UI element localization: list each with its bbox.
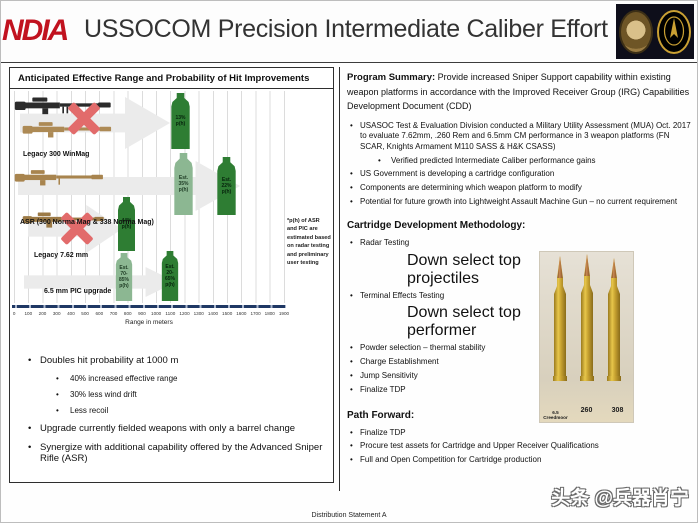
bullet-item: Procure test assets for Cartridge and Up… <box>347 441 695 452</box>
axis-tick-label: 200 <box>38 311 47 316</box>
army-seal-icon <box>619 9 654 54</box>
right-panel: Program Summary: Provide increased Snipe… <box>347 71 695 519</box>
left-panel: Anticipated Effective Range and Probabil… <box>9 67 334 483</box>
axis-tick-label: 600 <box>95 311 104 316</box>
bullet-item: Down select top projectiles <box>407 251 521 287</box>
methodology-bullet-list: Radar Testing Down select top projectiles… <box>347 238 547 396</box>
bullet-item: Potential for future growth into Lightwe… <box>347 197 695 208</box>
x-axis <box>12 305 286 308</box>
axis-tick-label: 1700 <box>250 311 261 316</box>
bullet-item: 40% increased effective range <box>22 374 327 383</box>
row1-label: Legacy 300 WinMag <box>23 151 90 158</box>
bullet-item: Down select top performer <box>407 304 521 340</box>
bullet-item: Less recoil <box>22 406 327 415</box>
target-silhouette: 13% p(h) <box>171 93 190 149</box>
target-silhouette: Est. 20- 65% p(h) <box>161 251 179 301</box>
program-summary: Program Summary: Provide increased Snipe… <box>347 71 695 114</box>
chart-footnote: *p(h) of ASR and PIC are estimated based… <box>287 218 331 266</box>
cartridge-labels: 6.5 Creedmoor 260 308 <box>540 407 633 420</box>
distribution-statement: Distribution Statement A <box>311 512 387 519</box>
label-260: 260 <box>580 406 593 414</box>
axis-tick-label: 1900 <box>278 311 290 316</box>
rifle-icon-300winmag-1 <box>14 97 111 115</box>
left-bullet-list: Doubles hit probability at 1000 m 40% inc… <box>10 337 333 464</box>
bullet-item: Charge Establishment <box>347 357 547 368</box>
bullet-item: Upgrade currently fielded weapons with o… <box>22 423 327 434</box>
range-chart: 13% p(h) Legacy 300 WinMag Est. 35% p(h)… <box>10 89 333 337</box>
column-divider <box>339 67 340 491</box>
rifle-icon-asr <box>14 170 103 186</box>
header: NDIA USSOCOM Precision Intermediate Cali… <box>1 1 697 62</box>
axis-tick-label: 700 <box>109 311 118 316</box>
target-silhouette-faded: Est. 35% p(h) <box>174 153 193 215</box>
rifle-icon-300winmag-2 <box>22 122 112 138</box>
chart-title: Anticipated Effective Range and Probabil… <box>10 68 333 89</box>
axis-tick-label: 1800 <box>264 311 275 316</box>
target-silhouette: 44% p(h) <box>118 197 135 251</box>
program-summary-text: Provide increased Sniper Support capabil… <box>347 72 690 111</box>
bullet-item: Radar Testing <box>347 238 547 249</box>
bullet-item: Finalize TDP <box>347 385 547 396</box>
axis-tick-label: 300 <box>52 311 61 316</box>
bullet-item: USASOC Test & Evaluation Division conduc… <box>347 121 695 153</box>
bullet-item: Powder selection – thermal stability <box>347 343 547 354</box>
axis-tick-label: 100 <box>24 311 33 316</box>
bullet-item: Finalize TDP <box>347 428 695 439</box>
blocked-x-icon-row1 <box>65 99 103 137</box>
axis-tick-label: 1100 <box>165 311 176 316</box>
header-divider <box>1 62 697 63</box>
row4-label: 6.5 mm PIC upgrade <box>44 288 112 295</box>
axis-tick-label: 1200 <box>179 311 190 316</box>
label-65creedmoor: 6.5 Creedmoor <box>543 409 568 420</box>
row3-label: Legacy 7.62 mm <box>34 252 89 259</box>
blocked-x-icon-row3 <box>58 209 96 247</box>
target-silhouette-faded: Est. 70- 85% p(h) <box>115 253 133 301</box>
x-axis-title: Range in meters <box>125 319 173 326</box>
row2-label: ASR (300 Norma Mag & 338 Norma Mag) <box>20 219 154 226</box>
bullet-item: Verified predicted Intermediate Caliber … <box>347 156 695 167</box>
path-forward-heading: Path Forward: <box>347 409 415 421</box>
bullet-item: US Government is developing a cartridge … <box>347 169 695 180</box>
x-axis-ticks: 0 100 200 300 400 500 600 700 800 900 1000 1100 1200… <box>7 311 291 316</box>
methodology-heading: Cartridge Development Methodology: <box>347 219 526 231</box>
axis-tick-label: 0 <box>12 311 16 316</box>
bullet-item: Components are determining which weapon … <box>347 183 695 194</box>
seal-box <box>616 4 694 59</box>
axis-tick-label: 800 <box>123 311 132 316</box>
bullet-item: Synergize with additional capability off… <box>22 442 327 464</box>
label-308: 308 <box>611 406 624 414</box>
bullet-item: 30% less wind drift <box>22 390 327 399</box>
program-summary-label: Program Summary: <box>347 72 436 83</box>
cartridges-image <box>553 254 621 381</box>
axis-tick-label: 1000 <box>151 311 162 316</box>
axis-tick-label: 400 <box>67 311 75 316</box>
axis-tick-label: 1400 <box>207 311 219 316</box>
bullet-item: Jump Sensitivity <box>347 371 547 382</box>
ndia-logo: NDIA <box>2 14 69 47</box>
page-title: USSOCOM Precision Intermediate Caliber E… <box>84 15 608 43</box>
bullet-item: Doubles hit probability at 1000 m <box>22 355 327 366</box>
ussocom-spearhead-icon <box>656 9 691 54</box>
axis-tick-label: 1300 <box>193 311 204 316</box>
cartridge-photo: 6.5 Creedmoor 260 308 <box>539 251 634 423</box>
path-forward-bullet-list: Finalize TDP Procure test assets for Cart… <box>347 428 695 466</box>
axis-tick-label: 1500 <box>222 311 233 316</box>
target-silhouette: Est. 22% p(h) <box>217 157 236 215</box>
axis-tick-label: 900 <box>138 311 146 316</box>
watermark: 头条 @兵器肖宁 <box>551 488 689 509</box>
bullet-item: Terminal Effects Testing <box>347 291 547 302</box>
axis-tick-label: 1600 <box>236 311 247 316</box>
program-bullet-list: USASOC Test & Evaluation Division conduc… <box>347 121 695 208</box>
bullet-item: Full and Open Competition for Cartridge … <box>347 455 695 466</box>
axis-tick-label: 500 <box>81 311 89 316</box>
